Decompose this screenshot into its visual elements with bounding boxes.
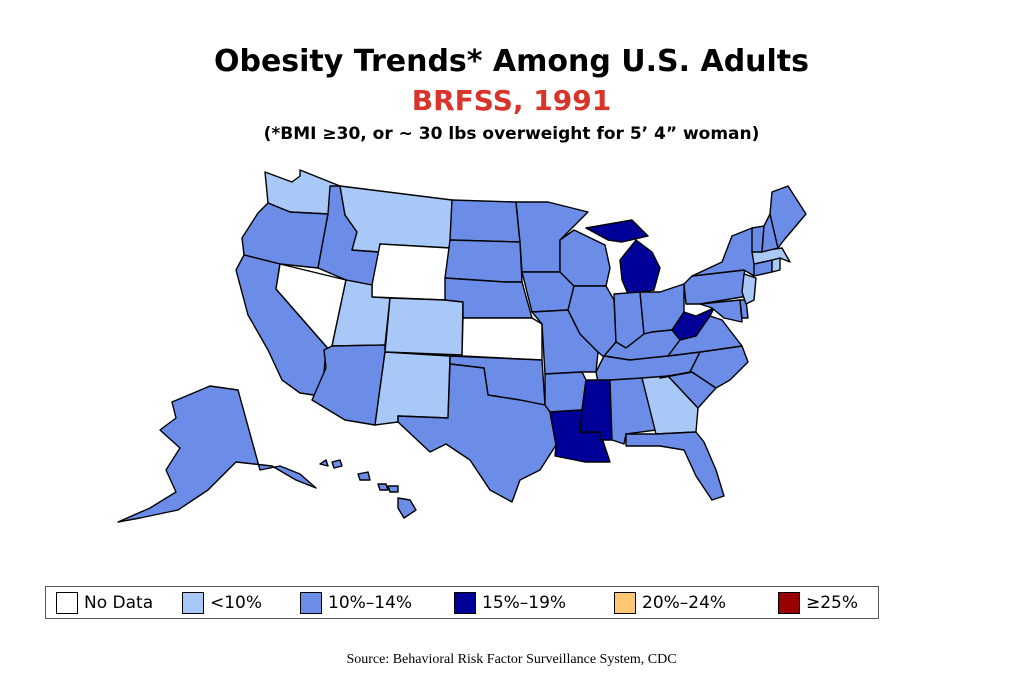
state-nm	[374, 351, 451, 426]
state-nc	[659, 345, 749, 389]
legend-swatch	[778, 592, 800, 614]
legend-label: No Data	[84, 593, 154, 613]
legend-label: 15%–19%	[482, 593, 567, 613]
state-co	[384, 297, 464, 356]
state-ks	[461, 317, 543, 361]
state-hi-4	[377, 483, 389, 491]
state-hi-3	[357, 471, 371, 481]
hawaii-islands	[319, 459, 417, 519]
state-ms	[579, 379, 613, 441]
legend-item-lt10: <10%	[182, 591, 262, 615]
state-sd	[444, 239, 523, 283]
legend: No Data <10% 10%–14% 15%–19% 20%–24% ≥25…	[45, 586, 879, 619]
state-md	[699, 299, 743, 323]
state-nd	[449, 199, 521, 243]
legend-swatch	[614, 592, 636, 614]
state-tx	[397, 363, 557, 503]
state-ak	[117, 385, 317, 523]
state-fl	[625, 431, 725, 501]
state-wv	[671, 307, 715, 341]
legend-item-ge25: ≥25%	[778, 591, 858, 615]
legend-item-15-19: 15%–19%	[454, 591, 566, 615]
legend-item-20-24: 20%–24%	[614, 591, 726, 615]
state-ga	[641, 375, 699, 435]
legend-swatch	[300, 592, 322, 614]
source-note: Source: Behavioral Risk Factor Surveilla…	[346, 652, 677, 667]
state-wi	[559, 229, 611, 287]
state-hi-6	[397, 497, 417, 519]
state-hi-5	[387, 485, 399, 493]
bmi-note: (*BMI ≥30, or ~ 30 lbs overweight for 5’…	[263, 124, 760, 144]
legend-item-no-data: No Data	[56, 591, 153, 615]
legend-swatch	[56, 592, 78, 614]
state-me	[769, 185, 807, 249]
state-hi-2	[331, 459, 343, 469]
state-hi-1	[319, 459, 329, 467]
state-ny	[691, 227, 757, 277]
state-nj	[741, 273, 757, 305]
legend-label: 20%–24%	[642, 593, 727, 613]
state-az	[311, 344, 386, 426]
legend-item-10-14: 10%–14%	[300, 591, 412, 615]
legend-swatch	[182, 592, 204, 614]
state-mt	[339, 185, 453, 253]
legend-label: 10%–14%	[328, 593, 413, 613]
state-mi	[585, 219, 661, 295]
page-subtitle: BRFSS, 1991	[411, 84, 612, 117]
state-ar	[544, 371, 587, 413]
legend-swatch	[454, 592, 476, 614]
state-wy	[371, 243, 451, 301]
page-title: Obesity Trends* Among U.S. Adults	[213, 44, 810, 79]
legend-label: ≥25%	[806, 593, 859, 613]
legend-label: <10%	[210, 593, 263, 613]
